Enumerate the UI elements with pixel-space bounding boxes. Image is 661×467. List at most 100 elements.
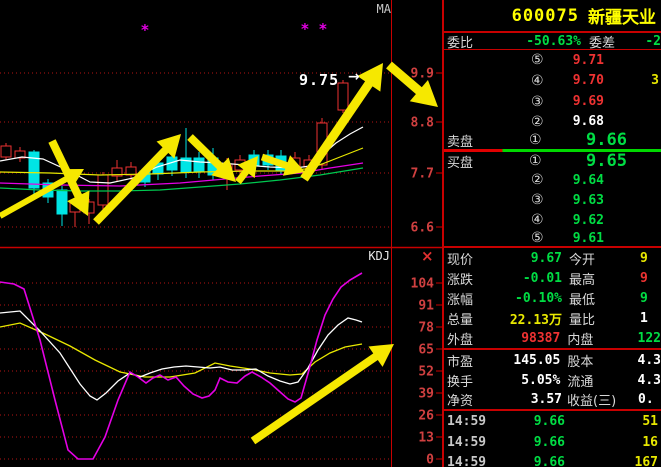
value-waipan: 98387 [521,330,561,346]
label-waipan: 外盘 [447,332,474,348]
svg-text:78: 78 [418,321,434,336]
sell-level-2[interactable]: ② 9.68 [444,112,661,131]
label-liangbi: 量比 [569,312,596,328]
label-zongliang: 总量 [447,312,474,328]
weibi-value: -50.63% [526,33,581,49]
label-zuigao: 最高 [569,272,596,288]
svg-text:52: 52 [418,365,434,380]
value-guben: 4.3 [637,352,661,368]
tick-price: 9.66 [533,414,565,429]
buy3-price: 9.63 [572,192,604,208]
weibi-row: 委比 -50.63% 委差 -2 [444,33,661,51]
value-jinkai: 9 [640,250,648,266]
divider [444,348,661,350]
label-jinkai: 今开 [569,252,596,268]
divider [444,409,661,411]
svg-text:8.8: 8.8 [411,116,435,131]
sell-level-5[interactable]: ⑤ 9.71 [444,50,661,70]
value-neipan: 122 [637,330,661,346]
svg-text:7.7: 7.7 [411,167,434,182]
kdj-close-icon[interactable]: × [421,247,434,265]
label-guben: 股本 [567,354,594,370]
info-row: 涨跌 -0.01 最高 9 [444,268,661,288]
sell2-price: 9.68 [572,114,604,129]
tick-volume: 51 [642,414,658,429]
tick-row[interactable]: 14:59 9.66 167 [444,452,661,467]
ma-indicator-label: MA [376,2,391,16]
level-badge: ① [529,153,542,169]
stock-code: 600075 [511,5,579,26]
value-shiying: 145.05 [513,352,561,368]
level-badge: ③ [531,192,544,208]
weicha-value: -2 [645,33,661,49]
level-badge: ⑤ [531,230,544,246]
svg-text:104: 104 [411,277,435,292]
info-row: 涨幅 -0.10% 最低 9 [444,288,661,308]
buy4-price: 9.62 [572,212,604,228]
buy1-price: 9.65 [586,151,627,171]
info-row: 市盈 145.05 股本 4.3 [444,350,661,370]
candlestick-kdj-chart[interactable]: 9.9 8.8 7.7 6.6 104 91 78 65 52 39 26 13 0 [0,0,443,467]
sell5-price: 9.71 [572,52,604,68]
tick-volume: 167 [634,455,658,467]
star-marker-icon: * [319,20,327,38]
sell1-price: 9.66 [586,130,627,150]
label-xianjia: 现价 [447,252,474,268]
sell4-price: 9.70 [572,73,604,88]
info-row: 总量 22.13万 量比 1 [444,308,661,328]
buy-level-1[interactable]: 买盘 ① 9.65 [444,151,661,171]
sell3-price: 9.69 [572,94,604,109]
buy2-price: 9.64 [572,172,604,188]
label-neipan: 内盘 [567,332,594,348]
level-badge: ⑤ [531,52,544,68]
tick-price: 9.66 [533,455,565,467]
weibi-label: 委比 [447,35,474,51]
label-zhangdie: 涨跌 [447,272,474,288]
stock-title: 600075 新疆天业 [444,0,661,33]
value-jingzi: 3.57 [530,392,562,407]
tick-price: 9.66 [533,434,565,450]
chart-area[interactable]: 9.9 8.8 7.7 6.6 104 91 78 65 52 39 26 13 0 MA KDJ × … [0,0,443,467]
label-huanshou: 换手 [447,374,474,390]
svg-text:6.6: 6.6 [411,221,435,236]
value-xianjia: 9.67 [530,250,562,266]
value-zhangdie: -0.01 [522,270,562,286]
level-badge: ③ [531,93,544,110]
svg-text:91: 91 [418,299,434,314]
level-badge: ② [531,113,544,130]
info-row: 净资 3.57 收益(三) 0. [444,390,661,409]
label-jingzi: 净资 [447,394,474,409]
sell-level-1[interactable]: 卖盘 ① 9.66 [444,130,661,150]
value-zhangfu: -0.10% [515,290,562,306]
buy-level-4[interactable]: ④ 9.62 [444,210,661,230]
svg-text:65: 65 [418,343,434,358]
tick-time: 14:59 [447,455,487,467]
tick-row[interactable]: 14:59 9.66 51 [444,411,661,432]
sell-level-4[interactable]: ④ 9.70 3 [444,70,661,91]
value-liangbi: 1 [640,310,648,326]
sell4-volume: 3 [651,73,659,88]
stock-name: 新疆天业 [588,8,656,28]
value-huanshou: 5.05% [521,372,561,388]
buy-level-2[interactable]: ② 9.64 [444,170,661,190]
bid-ask-divider [444,149,661,152]
level-badge: ② [531,172,544,188]
value-shouyi: 0. [638,392,654,407]
label-liutong: 流通 [567,374,594,390]
kdj-indicator-label: KDJ [368,249,390,263]
right-arrow-icon: → [348,69,360,85]
level-badge: ① [529,132,542,148]
tick-time: 14:59 [447,434,487,450]
value-zuidi: 9 [640,290,648,306]
divider [444,246,661,248]
star-marker-icon: * [301,20,309,38]
sell-level-3[interactable]: ③ 9.69 [444,91,661,112]
star-marker-icon: * [141,21,149,39]
svg-text:26: 26 [418,409,434,424]
info-row: 现价 9.67 今开 9 [444,248,661,268]
buy-level-5[interactable]: ⑤ 9.61 [444,230,661,246]
buy-level-3[interactable]: ③ 9.63 [444,190,661,210]
svg-text:0: 0 [426,453,434,467]
tick-row[interactable]: 14:59 9.66 16 [444,432,661,452]
